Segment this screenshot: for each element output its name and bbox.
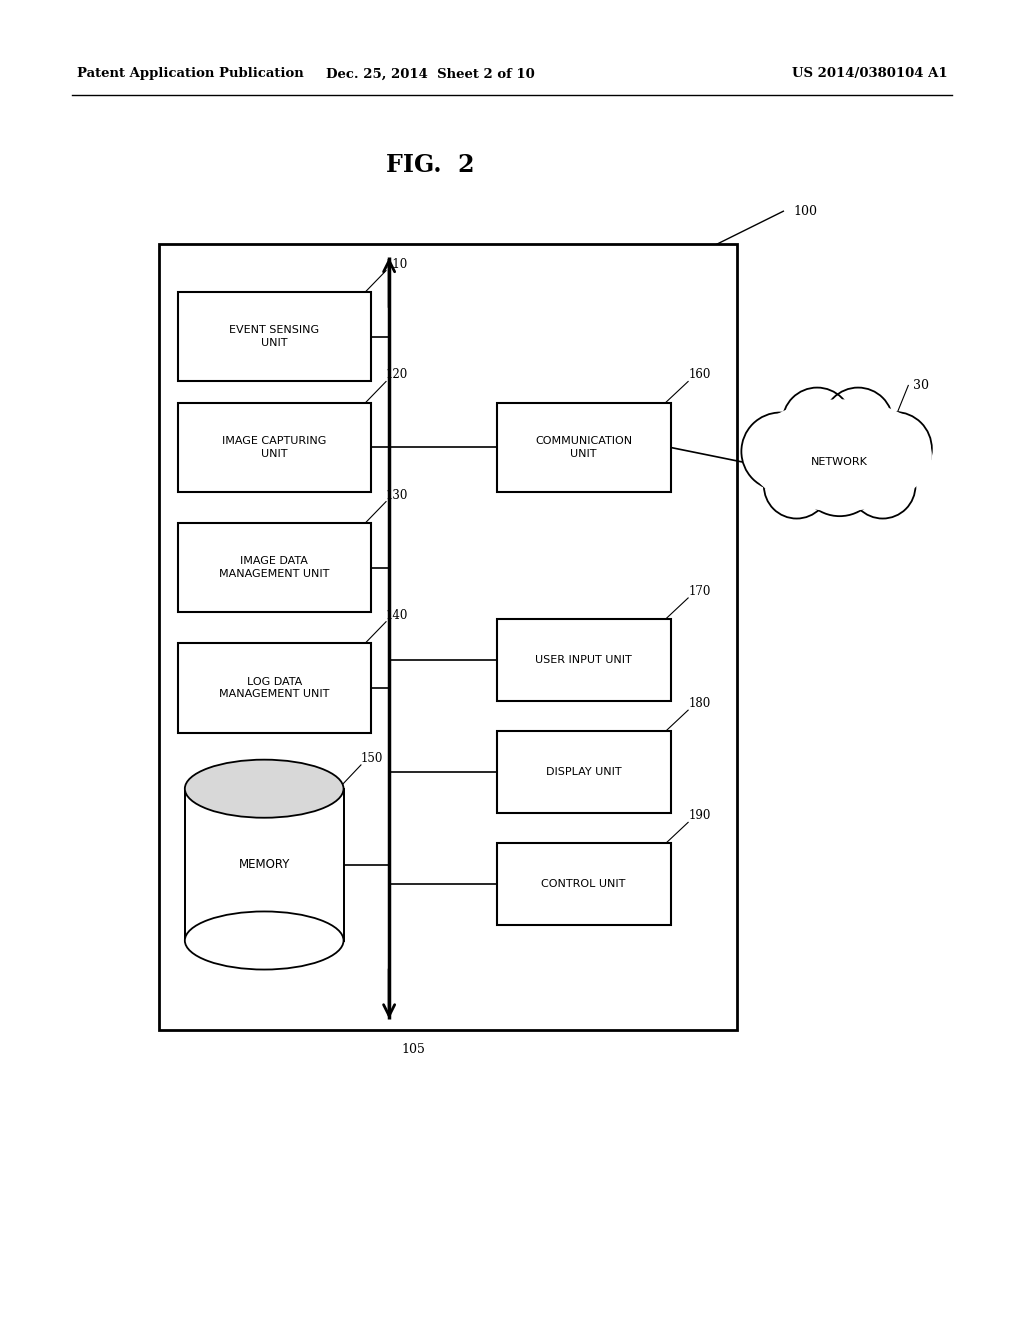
Text: 160: 160 (688, 368, 711, 381)
Text: IMAGE DATA
MANAGEMENT UNIT: IMAGE DATA MANAGEMENT UNIT (219, 557, 330, 578)
Text: Patent Application Publication: Patent Application Publication (77, 67, 303, 81)
Text: 105: 105 (401, 1043, 425, 1056)
Bar (178, 523, 371, 612)
Ellipse shape (184, 911, 344, 969)
Text: 130: 130 (386, 488, 409, 502)
Text: 110: 110 (386, 257, 409, 271)
Text: 120: 120 (386, 368, 409, 381)
Text: FIG.  2: FIG. 2 (386, 153, 474, 177)
Bar (178, 292, 371, 381)
Text: MEMORY: MEMORY (239, 858, 290, 871)
Ellipse shape (741, 413, 819, 490)
Text: USER INPUT UNIT: USER INPUT UNIT (536, 655, 632, 665)
Text: 180: 180 (688, 697, 711, 710)
Text: CONTROL UNIT: CONTROL UNIT (542, 879, 626, 890)
Text: IMAGE CAPTURING
UNIT: IMAGE CAPTURING UNIT (222, 437, 327, 458)
Text: LOG DATA
MANAGEMENT UNIT: LOG DATA MANAGEMENT UNIT (219, 677, 330, 698)
Ellipse shape (764, 453, 829, 519)
Bar (497, 731, 671, 813)
Text: NETWORK: NETWORK (811, 457, 868, 467)
Text: DISPLAY UNIT: DISPLAY UNIT (546, 767, 622, 777)
Text: 100: 100 (794, 205, 817, 218)
Text: 30: 30 (913, 379, 930, 392)
Ellipse shape (823, 388, 893, 457)
Ellipse shape (799, 434, 881, 516)
Text: 140: 140 (386, 609, 409, 622)
Ellipse shape (184, 760, 344, 818)
Text: US 2014/0380104 A1: US 2014/0380104 A1 (792, 67, 947, 81)
Ellipse shape (858, 412, 932, 486)
Text: 190: 190 (688, 809, 711, 822)
Text: 170: 170 (688, 585, 711, 598)
Text: Dec. 25, 2014  Sheet 2 of 10: Dec. 25, 2014 Sheet 2 of 10 (326, 67, 535, 81)
Bar (497, 843, 671, 925)
Ellipse shape (782, 388, 852, 457)
Text: 150: 150 (361, 752, 383, 766)
Bar (184, 789, 344, 940)
Bar (497, 619, 671, 701)
Ellipse shape (748, 399, 932, 511)
Bar (178, 403, 371, 492)
Bar (159, 244, 737, 1030)
Bar (178, 643, 371, 733)
Ellipse shape (850, 453, 915, 519)
Bar (497, 403, 671, 492)
Text: COMMUNICATION
UNIT: COMMUNICATION UNIT (536, 437, 632, 458)
Text: EVENT SENSING
UNIT: EVENT SENSING UNIT (229, 326, 319, 347)
